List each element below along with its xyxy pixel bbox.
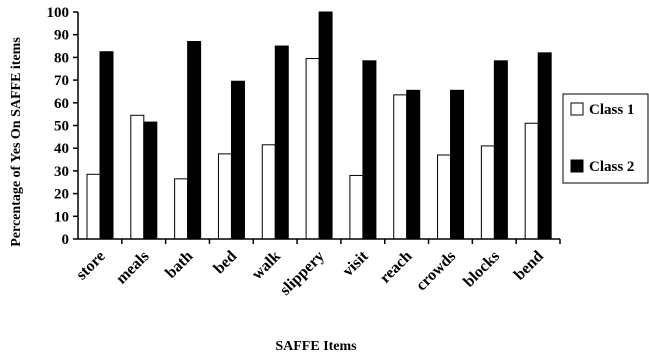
- bar-class-2-visit: [362, 60, 377, 240]
- x-tick-label: store: [73, 248, 109, 284]
- bar-class-2-store: [99, 51, 114, 240]
- y-tick-label: 10: [54, 209, 69, 225]
- x-tick-label: blocks: [460, 248, 503, 291]
- x-tick-label: crowds: [413, 248, 459, 294]
- x-tick-label: bed: [211, 248, 241, 278]
- legend-swatch-class-1: [570, 102, 584, 116]
- bar-class-1-bath: [174, 178, 189, 240]
- bar-class-1-bed: [217, 153, 232, 240]
- legend-label-class-1: Class 1: [589, 102, 634, 118]
- legend-label-class-2: Class 2: [589, 159, 634, 175]
- plot-area: [86, 11, 552, 240]
- bar-class-2-crowds: [450, 89, 465, 240]
- x-tick-label: bath: [162, 248, 196, 282]
- bar-class-2-bend: [537, 52, 552, 240]
- bar-class-2-bed: [230, 80, 245, 240]
- x-tick-label: visit: [340, 247, 373, 280]
- bar-class-1-bend: [524, 122, 539, 240]
- y-tick-label: 0: [62, 232, 70, 248]
- y-tick-label: 30: [54, 164, 69, 180]
- y-tick-label: 40: [54, 141, 69, 157]
- bar-class-2-bath: [187, 41, 202, 240]
- bar-class-2-walk: [274, 45, 289, 240]
- y-tick-label: 70: [54, 73, 69, 89]
- x-tick-label: reach: [377, 248, 416, 287]
- y-axis-title: Percentage of Yes On SAFFE items: [9, 37, 24, 247]
- y-axis: 0 10 20 30 40 50 60 70 80 90 100: [47, 5, 79, 248]
- x-axis-title: SAFFE Items: [275, 339, 357, 354]
- x-tick-label: walk: [249, 248, 284, 283]
- bar-class-2-slippery: [318, 11, 333, 240]
- bar-class-1-blocks: [480, 145, 495, 240]
- bar-class-1-crowds: [437, 154, 452, 240]
- x-tick-label: bend: [511, 248, 547, 284]
- bar-class-1-store: [86, 173, 101, 240]
- legend-swatch-class-2: [570, 159, 584, 173]
- y-tick-label: 50: [54, 119, 69, 135]
- x-tick-label: meals: [113, 248, 153, 288]
- y-tick-label: 100: [47, 5, 70, 21]
- bar-class-2-reach: [406, 89, 421, 240]
- y-tick-label: 90: [54, 28, 69, 44]
- y-tick-label: 60: [54, 96, 69, 112]
- bar-class-1-slippery: [305, 58, 320, 240]
- x-tick-label: slippery: [277, 248, 328, 299]
- bar-class-1-walk: [261, 144, 276, 240]
- bar-class-1-meals: [130, 114, 145, 240]
- y-tick-label: 20: [54, 187, 69, 203]
- bar-class-2-blocks: [493, 60, 508, 240]
- bar-class-1-reach: [393, 94, 408, 240]
- bar-class-1-visit: [349, 174, 364, 240]
- legend: Class 1 Class 2: [562, 93, 649, 184]
- bar-class-2-meals: [143, 121, 158, 240]
- y-tick-label: 80: [54, 50, 69, 66]
